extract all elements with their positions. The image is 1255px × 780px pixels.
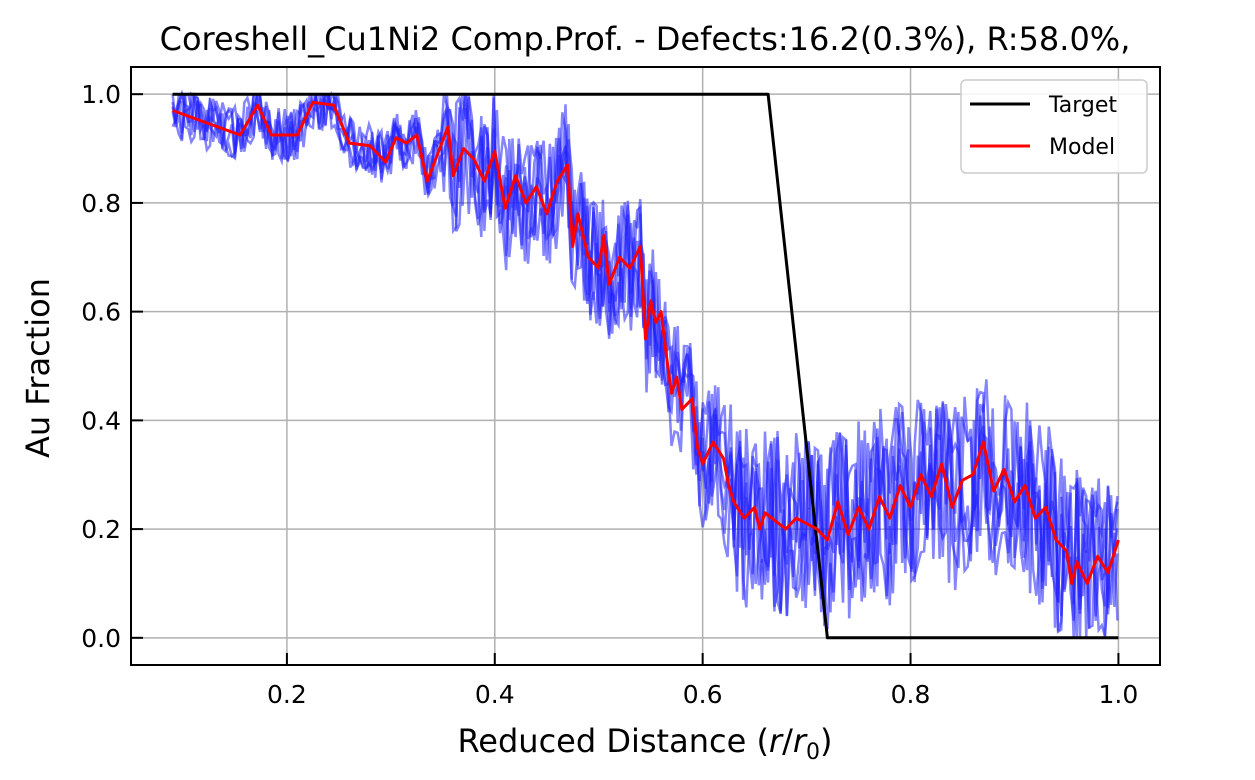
axis-ticks: 0.2 0.4 0.6 0.8 1.0 0.0 0.2 0.4 0.6 0.8 1.0	[81, 80, 1138, 709]
main-series	[172, 92, 1120, 640]
x-axis-label-subscript: 0	[806, 740, 820, 765]
y-axis-label: Au Fraction	[19, 278, 57, 458]
x-axis-label: Reduced Distance (r/r0)	[458, 722, 833, 765]
x-tick-label: 0.6	[683, 680, 723, 709]
x-axis-label-r0: r	[793, 722, 808, 760]
y-tick-label: 0.8	[81, 189, 121, 218]
x-tick-label: 0.4	[475, 680, 515, 709]
y-tick-label: 0.0	[81, 624, 121, 653]
y-tick-label: 0.6	[81, 298, 121, 327]
legend: Target Model	[960, 79, 1148, 174]
chart-title: Coreshell_Cu1Ni2 Comp.Prof. - Defects:16…	[160, 20, 1131, 58]
y-tick-label: 0.2	[81, 515, 121, 544]
y-tick-label: 1.0	[81, 80, 121, 109]
x-axis-label-slash: /	[782, 722, 793, 760]
y-tick-label: 0.4	[81, 406, 121, 435]
sample-series	[171, 89, 1119, 638]
x-tick-label: 0.8	[891, 680, 931, 709]
series-line-model	[172, 100, 1120, 585]
legend-label-model: Model	[1049, 135, 1115, 160]
legend-label-target: Target	[1048, 93, 1117, 118]
x-tick-label: 0.2	[267, 680, 307, 709]
x-axis-label-suffix: )	[820, 722, 832, 760]
x-axis-label-r: r	[769, 722, 784, 760]
x-axis-label-prefix: Reduced Distance (	[458, 722, 769, 760]
x-tick-label: 1.0	[1099, 680, 1139, 709]
plot-frame	[130, 66, 1161, 666]
sample-trace	[171, 90, 1119, 632]
series-line-target	[172, 92, 1119, 640]
